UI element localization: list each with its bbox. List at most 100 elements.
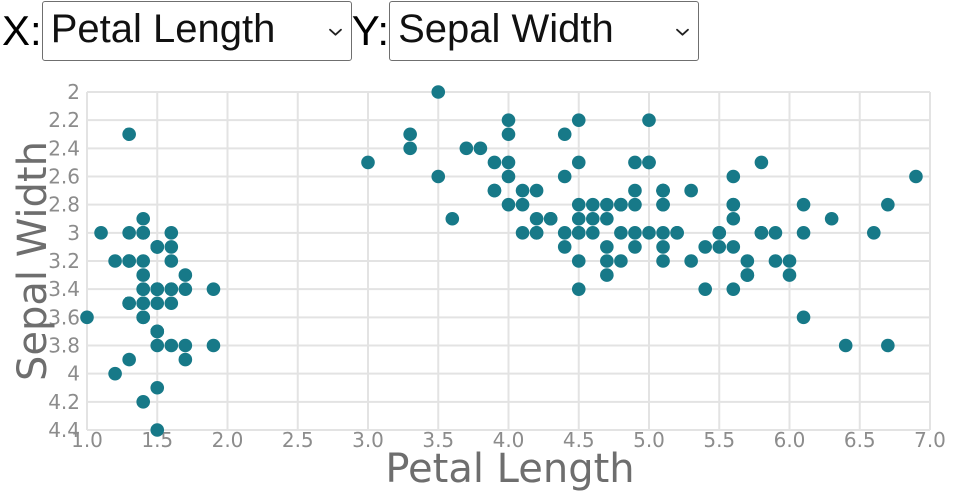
data-point <box>136 282 150 296</box>
data-point <box>628 240 642 254</box>
data-point <box>571 113 586 127</box>
y-tick-label: 2.2 <box>48 108 80 132</box>
data-point <box>628 226 642 240</box>
data-point <box>529 183 544 198</box>
y-axis-select[interactable]: Sepal Width <box>389 1 700 61</box>
data-point <box>206 338 221 353</box>
data-point <box>628 155 642 170</box>
data-point <box>557 226 572 240</box>
data-point <box>515 226 530 240</box>
x-tick-label: 5.5 <box>703 428 735 452</box>
data-point <box>571 197 586 212</box>
y-tick-label: 2.4 <box>48 136 80 160</box>
data-point <box>122 254 136 268</box>
data-point <box>150 324 165 339</box>
data-point <box>586 197 600 212</box>
data-point <box>178 282 193 296</box>
data-point <box>642 226 656 240</box>
data-point <box>108 254 122 268</box>
y-tick-label: 2.6 <box>48 165 80 189</box>
data-point <box>557 240 572 254</box>
data-point <box>122 352 136 367</box>
data-point <box>150 282 165 296</box>
data-point <box>726 169 741 184</box>
data-point <box>726 240 741 254</box>
data-point <box>136 395 150 409</box>
data-point <box>586 226 600 240</box>
data-point <box>571 282 586 296</box>
x-tick-label: 3.0 <box>352 428 384 452</box>
y-tick-label: 4.2 <box>48 390 80 414</box>
data-point <box>94 226 108 240</box>
x-tick-label: 3.5 <box>422 428 454 452</box>
data-point <box>557 169 572 184</box>
data-point <box>600 268 614 282</box>
data-point <box>712 226 727 240</box>
x-tick-labels: 1.0 1.5 2.0 2.5 3.0 3.5 4.0 4.5 5.0 5.5 6.0 6.5 7.0 <box>71 428 946 452</box>
data-point <box>178 268 193 282</box>
data-point <box>108 366 122 381</box>
data-point <box>656 197 670 212</box>
data-point <box>698 282 712 296</box>
data-point <box>557 127 572 142</box>
data-point <box>614 254 628 268</box>
data-point <box>656 240 670 254</box>
x-tick-label: 6.0 <box>774 428 806 452</box>
data-point <box>614 226 628 240</box>
data-point <box>796 197 811 212</box>
data-point <box>136 226 150 240</box>
data-point <box>487 155 502 170</box>
data-point <box>600 211 614 226</box>
data-point <box>628 197 642 212</box>
data-point <box>515 183 530 198</box>
data-point <box>529 226 544 240</box>
data-point <box>600 254 614 268</box>
data-point <box>178 352 193 367</box>
data-point <box>403 127 417 142</box>
x-select-wrap: Petal Length <box>41 1 352 61</box>
data-point <box>122 127 136 142</box>
y-axis-title: Sepal Width <box>10 141 56 381</box>
data-point <box>642 113 656 127</box>
data-point <box>768 226 783 240</box>
data-point <box>628 183 642 198</box>
data-point <box>909 169 923 184</box>
data-point <box>529 211 544 226</box>
data-point <box>838 338 853 353</box>
data-point <box>501 169 516 184</box>
data-point <box>656 183 670 198</box>
data-point <box>740 254 755 268</box>
data-point <box>122 296 136 311</box>
data-point <box>136 296 150 311</box>
data-point <box>796 310 811 325</box>
gridlines <box>86 91 931 431</box>
data-point <box>150 338 165 353</box>
data-point <box>501 127 516 142</box>
data-point <box>782 268 797 282</box>
data-point <box>754 226 769 240</box>
data-point <box>726 282 741 296</box>
x-axis-select-label: X: <box>2 7 42 54</box>
data-point <box>768 254 783 268</box>
data-point <box>136 268 150 282</box>
data-point <box>571 211 586 226</box>
data-point <box>431 85 446 99</box>
data-point <box>150 296 165 311</box>
data-point <box>150 240 165 254</box>
data-point <box>712 240 727 254</box>
data-point <box>164 240 179 254</box>
data-point <box>684 254 698 268</box>
data-point <box>600 197 614 212</box>
x-tick-label: 7.0 <box>914 428 946 452</box>
y-select-wrap: Sepal Width <box>389 1 700 61</box>
x-tick-label: 2.5 <box>282 428 314 452</box>
x-tick-label: 4.0 <box>493 428 525 452</box>
data-point <box>164 338 179 353</box>
data-point <box>501 155 516 170</box>
data-point <box>431 169 446 184</box>
data-point <box>586 211 600 226</box>
x-axis-select[interactable]: Petal Length <box>41 1 352 61</box>
data-point <box>136 310 150 325</box>
data-point <box>726 211 741 226</box>
